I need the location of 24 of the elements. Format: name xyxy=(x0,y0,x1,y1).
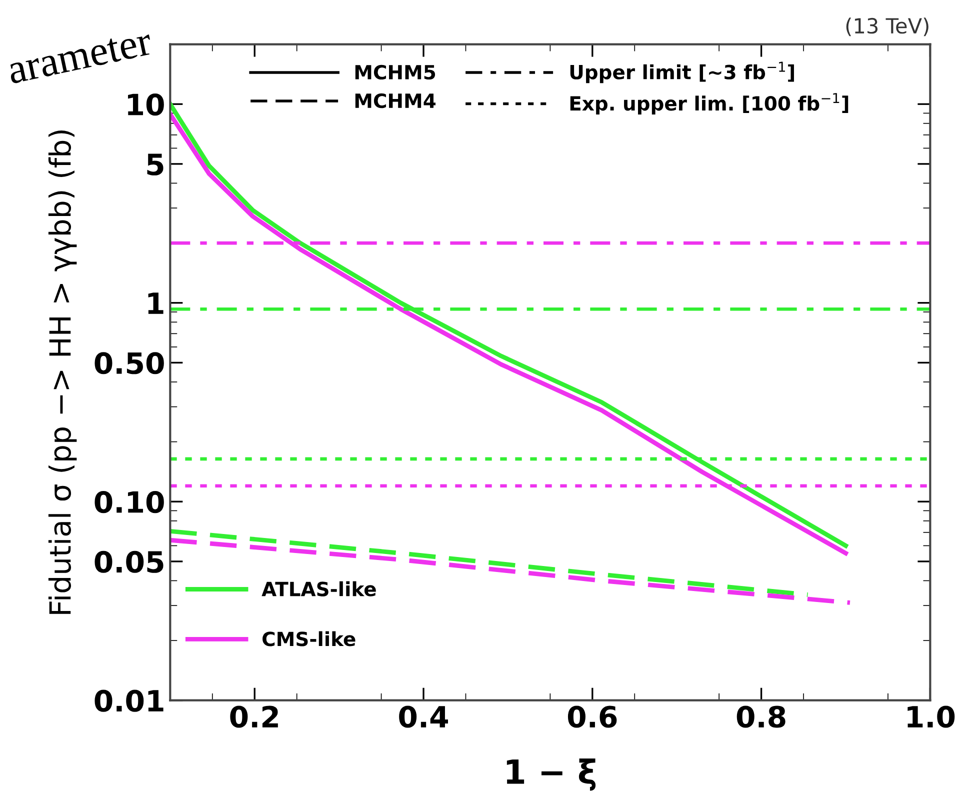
y-tick-label: 10 xyxy=(128,94,164,116)
x-tick-label: 0.4 xyxy=(399,706,448,728)
y-tick-label: 0.01 xyxy=(94,690,164,712)
y-tick-label: 0.05 xyxy=(94,550,164,573)
annotation: Upper limit [~3 fb$^{−1}$] xyxy=(570,62,794,84)
annotation: CMS-like xyxy=(262,631,356,646)
y-tick-label: 5 xyxy=(147,154,164,176)
y-axis-title: Fidutial σ (pp −> HH > γγbb) (fb) xyxy=(48,130,77,614)
x-tick-label: 0.8 xyxy=(736,706,786,728)
y-tick-label: 0.50 xyxy=(94,352,164,374)
x-tick-label: 1.0 xyxy=(908,706,955,728)
text: (13 TeV) xyxy=(846,18,928,36)
line-series xyxy=(170,538,852,605)
y-tick-label: 0.10 xyxy=(94,491,164,514)
text: arameter xyxy=(7,30,154,84)
annotation: MCHM4 xyxy=(355,93,436,108)
annotation: Exp. upper lim. [100 fb$^{−1}$] xyxy=(570,93,848,114)
x-tick-label: 0.6 xyxy=(568,706,617,728)
y-tick-label: 1 xyxy=(148,292,164,314)
line-series xyxy=(170,528,810,597)
annotation: MCHM5 xyxy=(355,64,436,80)
x-tick-label: 0.2 xyxy=(230,706,278,728)
x-axis-title: 1 − ξ xyxy=(506,758,596,791)
annotation: ATLAS-like xyxy=(262,581,376,596)
